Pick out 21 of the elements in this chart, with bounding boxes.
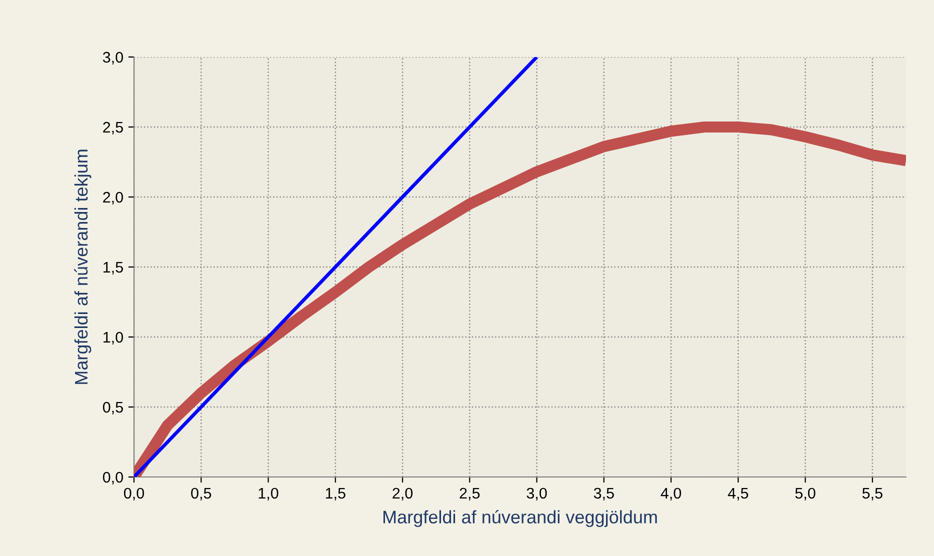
x-tick-label: 5,5 [862, 488, 882, 500]
x-tick-label: 4,5 [728, 488, 748, 500]
x-tick-label: 1,5 [326, 488, 346, 500]
y-tick-label: 0,0 [102, 472, 123, 484]
x-axis-title: Margfeldi af núverandi veggjöldum [383, 510, 657, 528]
x-tick-label: 2,5 [460, 488, 480, 500]
x-tick-label: 0,5 [191, 488, 212, 500]
y-tick-label: 2,0 [103, 192, 123, 204]
y-tick-label: 1,0 [104, 332, 123, 344]
y-tick-label: 3,0 [102, 52, 123, 64]
y-tick-label: 0,5 [102, 402, 123, 414]
y-axis-title: Margfeldi af núverandi tekjum [74, 150, 92, 384]
y-tick-label: 1,5 [104, 262, 123, 274]
x-tick-label: 5,0 [795, 488, 816, 500]
x-tick-label: 0,0 [124, 488, 144, 500]
x-tick-label: 3,0 [526, 488, 547, 500]
x-tick-label: 1,0 [258, 488, 278, 500]
y-tick-label: 2,5 [103, 122, 123, 134]
x-tick-label: 4,0 [660, 488, 682, 500]
x-tick-label: 3,5 [594, 488, 614, 500]
x-tick-label: 2,0 [392, 488, 413, 500]
